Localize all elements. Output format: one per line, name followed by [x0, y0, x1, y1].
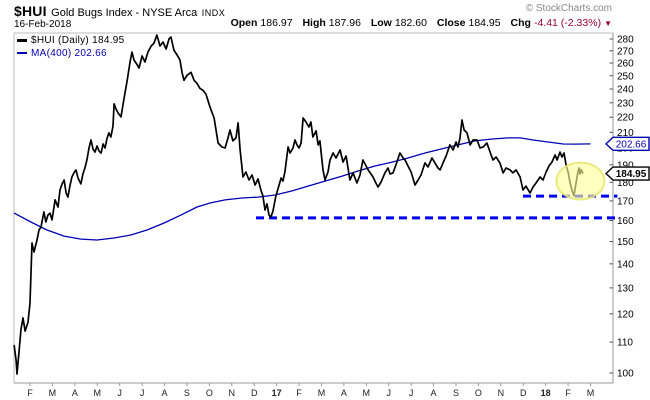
x-tick-label: M	[49, 388, 57, 398]
symbol: $HUI	[14, 3, 47, 19]
x-tick-label: F	[27, 388, 33, 398]
x-tick-label: S	[453, 388, 459, 398]
low-value: 182.60	[394, 17, 427, 29]
ma-line-swatch	[17, 52, 27, 54]
y-tick-label: 220	[617, 113, 634, 124]
x-tick-label: M	[318, 388, 326, 398]
x-tick-label: M	[363, 388, 371, 398]
legend-ma-label: MA(400) 202.66	[31, 47, 107, 59]
y-tick-label: 190	[617, 160, 634, 171]
ma-value-callout: 202.66	[604, 136, 650, 152]
chart-date: 16-Feb-2018	[14, 19, 72, 30]
plot-frame	[13, 32, 614, 384]
chg-value: -4.41 (-2.33%)	[533, 17, 602, 29]
x-tick-label: F	[296, 388, 302, 398]
x-tick-label: A	[341, 388, 347, 398]
chart-legend: $HUI (Daily) 184.95 MA(400) 202.66	[17, 34, 125, 60]
x-tick-label: A	[162, 388, 168, 398]
x-tick-label: J	[386, 388, 391, 398]
legend-ma-row: MA(400) 202.66	[17, 47, 125, 59]
x-tick-label: 18	[541, 388, 551, 398]
high-label: High	[302, 17, 326, 29]
x-tick-label: F	[565, 388, 571, 398]
y-tick-label: 150	[617, 237, 634, 248]
close-label: Close	[436, 17, 466, 29]
y-tick-label: 240	[617, 84, 634, 95]
y-tick-label: 210	[617, 128, 634, 139]
x-tick-label: D	[520, 388, 527, 398]
legend-price-row: $HUI (Daily) 184.95	[17, 34, 125, 46]
y-tick-label: 170	[617, 196, 634, 207]
x-tick-label: O	[475, 388, 482, 398]
price-line-swatch	[17, 38, 27, 42]
x-tick-label: 17	[272, 388, 282, 398]
x-tick-label: O	[206, 388, 213, 398]
x-tick-label: D	[251, 388, 258, 398]
y-tick-label: 100	[617, 369, 634, 380]
y-tick-label: 160	[617, 216, 634, 227]
x-axis: F M A M J J A S O N D 17 F M A M J J A S O N D 18 F M	[27, 383, 594, 398]
x-tick-label: A	[72, 388, 78, 398]
open-value: 186.97	[260, 17, 293, 29]
y-tick-label: 280	[617, 34, 634, 45]
x-tick-label: J	[409, 388, 414, 398]
y-tick-label: 250	[617, 71, 634, 82]
x-tick-label: N	[498, 388, 505, 398]
x-tick-label: J	[117, 388, 122, 398]
y-tick-label: 180	[617, 178, 634, 189]
chg-label: Chg	[510, 17, 531, 29]
legend-price-label: $HUI (Daily) 184.95	[31, 34, 125, 46]
close-value: 184.95	[468, 17, 501, 29]
y-tick-label: 120	[617, 309, 634, 320]
x-tick-label: M	[94, 388, 102, 398]
down-triangle-icon: ▼	[604, 19, 612, 28]
y-tick-label: 130	[617, 283, 634, 294]
x-tick-label: M	[587, 388, 595, 398]
chart-title: $HUI Gold Bugs Index - NYSE Arca INDX	[14, 3, 225, 21]
svg-text:202.66: 202.66	[616, 139, 647, 150]
low-label: Low	[370, 17, 392, 29]
svg-text:184.95: 184.95	[616, 169, 647, 180]
y-tick-label: 260	[617, 59, 634, 70]
open-label: Open	[230, 17, 258, 29]
y-tick-label: 140	[617, 259, 634, 270]
y-tick-label: 230	[617, 98, 634, 109]
x-tick-label: N	[229, 388, 236, 398]
y-tick-label: 110	[617, 338, 633, 349]
high-value: 187.96	[328, 17, 361, 29]
last-price-callout: 184.95	[604, 166, 650, 181]
copyright-text: © StockCharts.com	[525, 3, 612, 14]
x-tick-label: S	[184, 388, 190, 398]
symbol-name: Gold Bugs Index - NYSE Arca	[51, 7, 198, 19]
y-tick-label: 270	[617, 46, 634, 57]
x-tick-label: J	[140, 388, 145, 398]
price-line	[13, 34, 584, 375]
x-tick-label: A	[431, 388, 437, 398]
highlight-ellipse	[555, 161, 606, 201]
ohlc-quote-bar: Open 186.97 High 187.96 Low 182.60 Close 184…	[231, 17, 612, 29]
ma-line	[13, 137, 591, 241]
exchange-suffix: INDX	[201, 8, 226, 18]
